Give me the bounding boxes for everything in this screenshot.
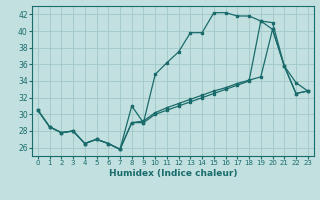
X-axis label: Humidex (Indice chaleur): Humidex (Indice chaleur) — [108, 169, 237, 178]
